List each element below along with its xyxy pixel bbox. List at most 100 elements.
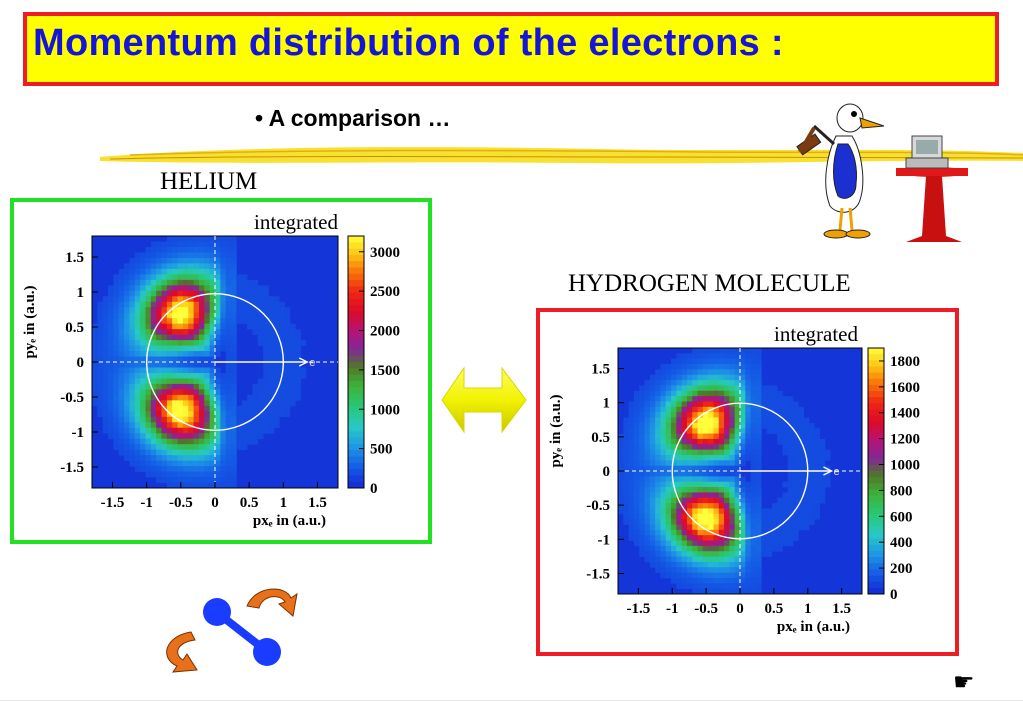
heatmap-cell xyxy=(279,405,285,412)
heatmap-cell xyxy=(671,390,677,397)
heatmap-cell xyxy=(150,427,157,434)
heatmap-cell xyxy=(724,374,730,381)
heatmap-cell xyxy=(263,427,269,434)
heatmap-cell xyxy=(750,567,757,574)
heatmap-cell xyxy=(177,334,184,341)
heatmap-cell xyxy=(702,364,709,370)
heatmap-cell xyxy=(247,411,253,418)
heatmap-cell xyxy=(166,362,173,368)
heatmap-cell xyxy=(702,561,709,568)
heatmap-cell xyxy=(755,433,762,440)
heatmap-cell xyxy=(761,524,767,531)
heatmap-cell xyxy=(220,340,227,346)
heatmap-cell xyxy=(745,438,751,445)
heatmap-cell xyxy=(755,556,762,563)
heatmap-cell xyxy=(97,389,104,396)
heatmap-cell xyxy=(729,551,736,557)
heatmap-cell xyxy=(166,394,173,401)
heatmap-cell xyxy=(257,378,264,385)
heatmap-cell xyxy=(113,433,120,440)
heatmap-cell xyxy=(156,340,162,346)
heatmap-cell xyxy=(124,455,130,462)
heatmap-cell xyxy=(172,466,178,472)
heatmap-cell xyxy=(713,583,720,590)
heatmap-cell xyxy=(97,405,104,412)
heatmap-cell xyxy=(124,301,130,308)
heatmap-cell xyxy=(140,433,146,440)
heatmap-cell xyxy=(777,497,783,504)
heatmap-cell xyxy=(220,438,227,445)
heatmap-cell xyxy=(113,372,120,379)
heatmap-cell xyxy=(118,345,125,352)
heatmap-cell xyxy=(793,508,799,515)
heatmap-cell xyxy=(681,412,688,418)
heatmap-cell xyxy=(257,383,264,390)
heatmap-cell xyxy=(177,290,184,297)
heatmap-cell xyxy=(140,334,146,341)
heatmap-cell xyxy=(161,274,168,281)
heatmap-cell xyxy=(241,301,248,308)
heatmap-cell xyxy=(134,263,141,270)
heatmap-cell xyxy=(697,412,704,418)
heatmap-cell xyxy=(215,405,221,412)
heatmap-cell xyxy=(734,449,741,456)
heatmap-cell xyxy=(268,340,275,346)
heatmap-cell xyxy=(188,362,195,368)
heatmap-cell xyxy=(289,345,296,352)
heatmap-cell xyxy=(644,497,651,504)
heatmap-cell xyxy=(134,312,141,319)
heatmap-cell xyxy=(172,268,178,275)
heatmap-cell xyxy=(177,389,184,396)
heatmap-cell xyxy=(247,427,253,434)
heatmap-cell xyxy=(156,246,162,253)
heatmap-cell xyxy=(681,551,688,557)
heatmap-cell xyxy=(692,529,698,536)
heatmap-cell xyxy=(161,351,168,357)
heatmap-cell xyxy=(209,471,216,478)
heatmap-cell xyxy=(676,454,683,461)
heatmap-cell xyxy=(215,466,221,472)
heatmap-cell xyxy=(129,290,136,297)
heatmap-cell xyxy=(697,364,704,370)
heatmap-cell xyxy=(188,307,195,314)
heatmap-cell xyxy=(787,508,794,515)
heatmap-cell xyxy=(713,529,720,536)
heatmap-cell xyxy=(124,318,130,325)
heatmap-cell xyxy=(156,241,162,248)
heatmap-cell xyxy=(660,487,667,493)
heatmap-cell xyxy=(257,405,264,412)
heatmap-cell xyxy=(713,390,720,397)
pointing-hand-icon[interactable]: ☛ xyxy=(953,670,975,696)
heatmap-cell xyxy=(808,487,815,493)
heatmap-cell xyxy=(156,318,162,325)
heatmap-cell xyxy=(129,268,136,275)
heatmap-cell xyxy=(655,428,661,434)
heatmap-cell xyxy=(134,378,141,385)
heatmap-cell xyxy=(215,296,221,303)
x-tick-label: 0.5 xyxy=(765,601,784,617)
heatmap-cell xyxy=(787,460,794,467)
colorbar-cell xyxy=(348,299,364,306)
heatmap-cell xyxy=(150,433,157,440)
heatmap-cell xyxy=(209,460,216,467)
heatmap-cell xyxy=(628,535,635,541)
heatmap-cell xyxy=(145,285,152,292)
heatmap-cell xyxy=(708,396,714,402)
heatmap-cell xyxy=(177,444,184,451)
heatmap-cell xyxy=(718,497,725,504)
heatmap-cell xyxy=(225,455,232,462)
heatmap-cell xyxy=(166,438,173,445)
heatmap-cell xyxy=(198,274,205,281)
heatmap-cell xyxy=(692,572,698,579)
heatmap-cell xyxy=(188,334,195,341)
heatmap-cell xyxy=(231,460,237,467)
heatmap-cell xyxy=(225,323,232,330)
heatmap-cell xyxy=(182,290,189,297)
heatmap-cell xyxy=(803,492,810,499)
heatmap-cell xyxy=(241,285,248,292)
heatmap-cell xyxy=(263,285,269,292)
heatmap-cell xyxy=(649,385,656,392)
heatmap-cell xyxy=(702,385,709,392)
heatmap-cell xyxy=(755,481,762,488)
heatmap-cell xyxy=(729,476,736,483)
